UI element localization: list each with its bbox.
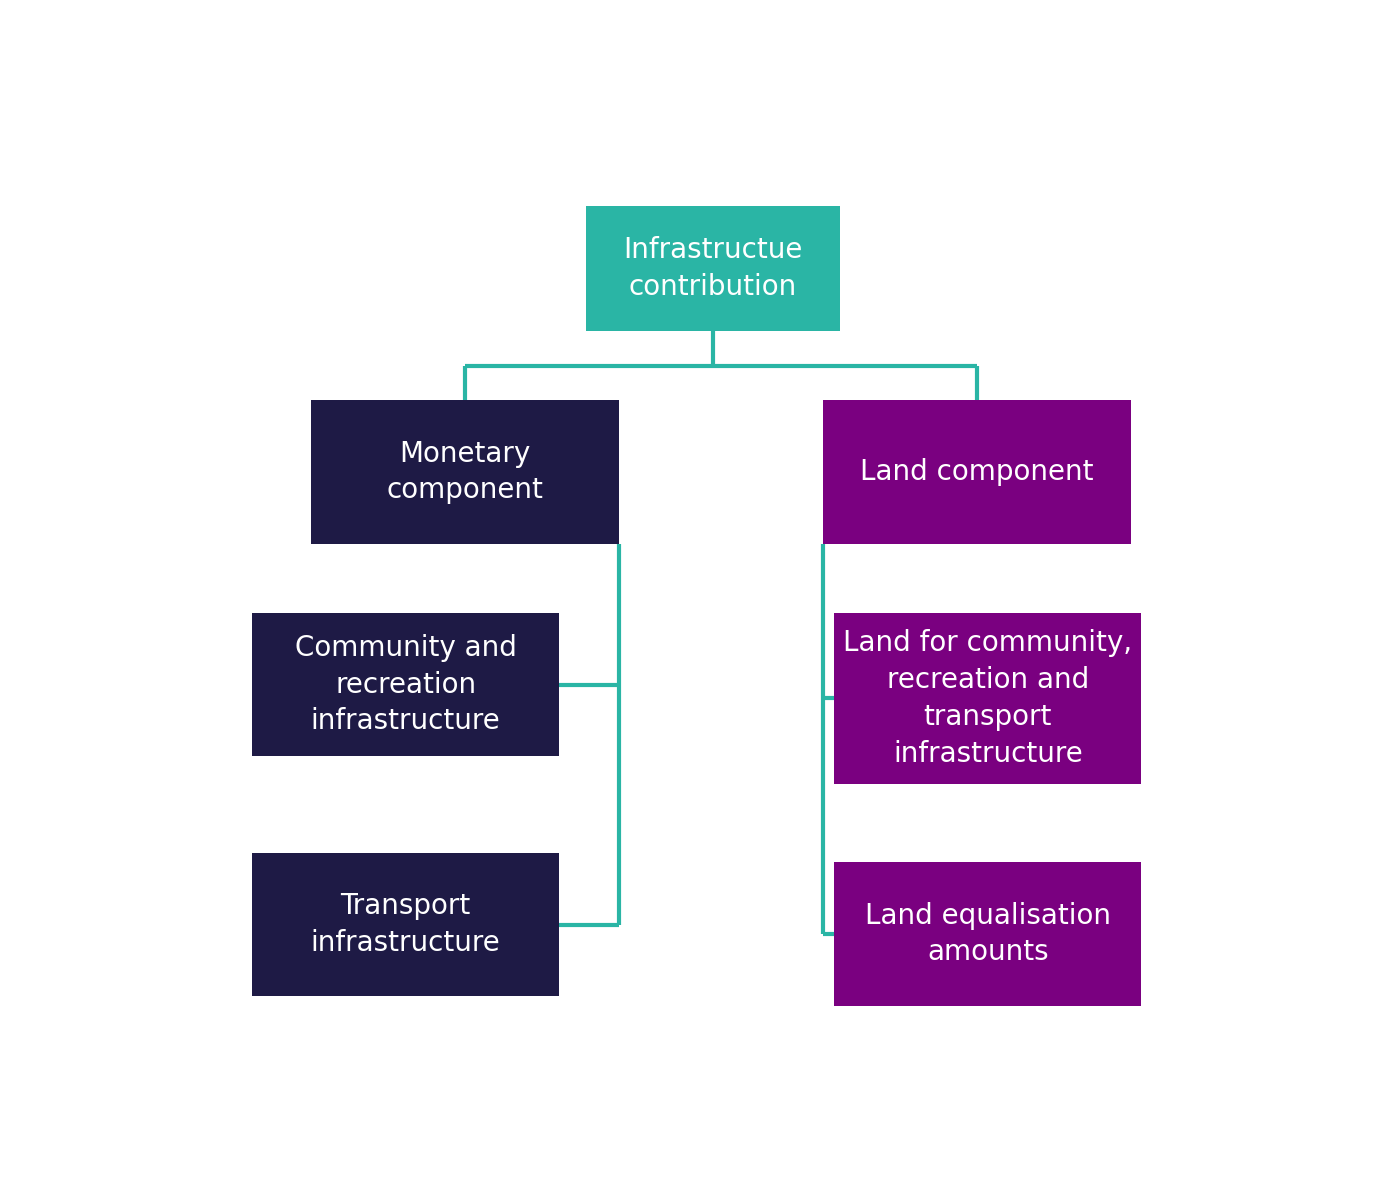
FancyBboxPatch shape	[252, 613, 559, 756]
Text: Infrastructue
contribution: Infrastructue contribution	[623, 236, 803, 301]
Text: Land component: Land component	[860, 458, 1093, 486]
FancyBboxPatch shape	[835, 613, 1142, 784]
Text: Land equalisation
amounts: Land equalisation amounts	[865, 901, 1111, 966]
FancyBboxPatch shape	[823, 401, 1131, 544]
FancyBboxPatch shape	[252, 853, 559, 996]
Text: Monetary
component: Monetary component	[387, 439, 544, 504]
FancyBboxPatch shape	[835, 863, 1142, 1006]
Text: Transport
infrastructure: Transport infrastructure	[310, 893, 501, 958]
FancyBboxPatch shape	[312, 401, 619, 544]
Text: Community and
recreation
infrastructure: Community and recreation infrastructure	[295, 634, 516, 736]
FancyBboxPatch shape	[586, 206, 840, 331]
Text: Land for community,
recreation and
transport
infrastructure: Land for community, recreation and trans…	[843, 629, 1132, 768]
